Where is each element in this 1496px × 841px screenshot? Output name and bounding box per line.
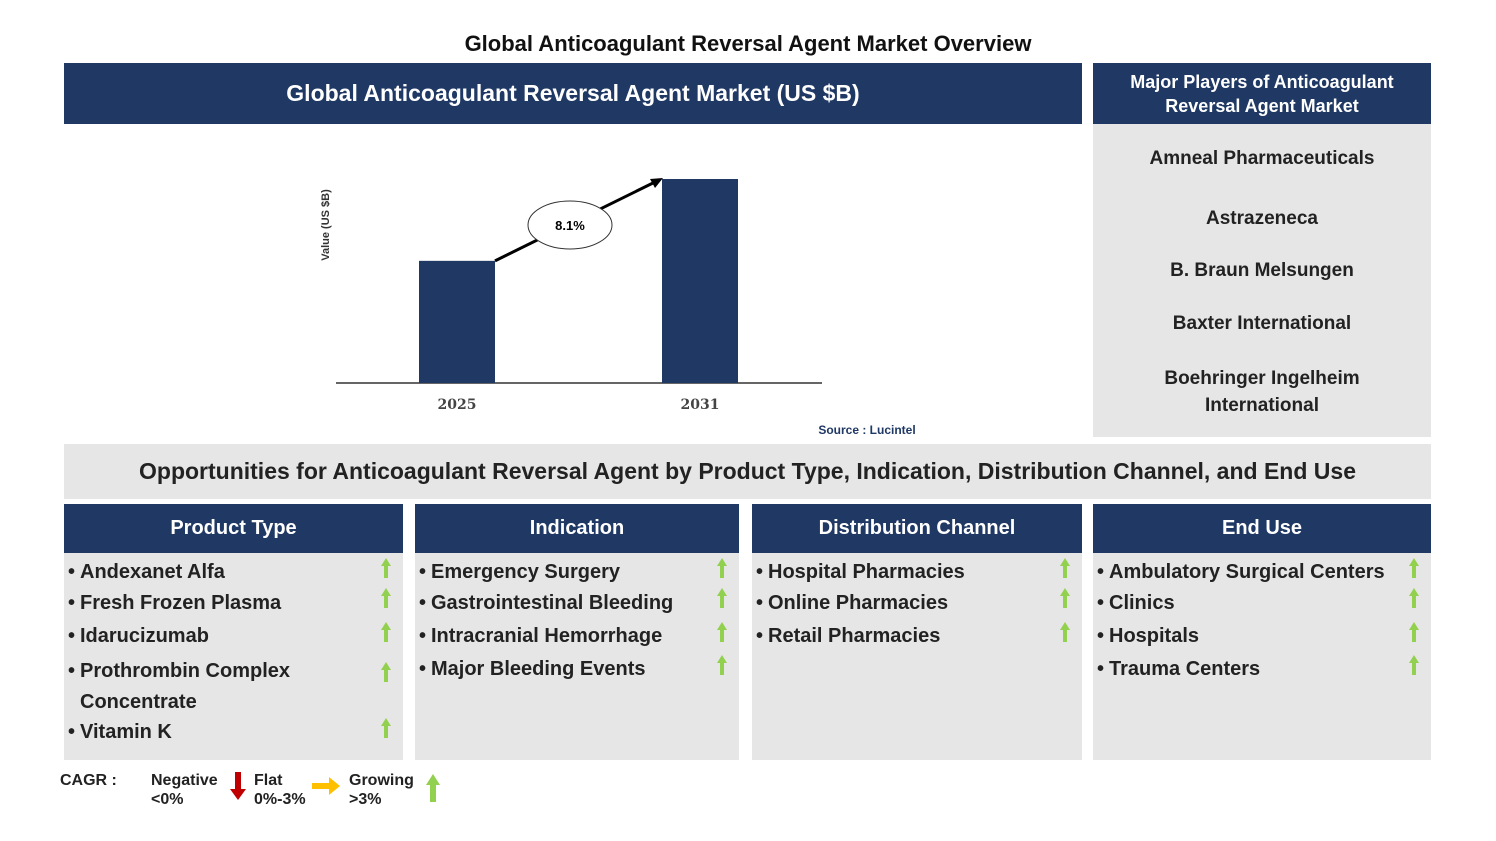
page-title: Global Anticoagulant Reversal Agent Mark… — [464, 31, 1032, 56]
arrow-up-green-icon — [717, 622, 727, 642]
arrow-up-green-icon — [426, 774, 440, 802]
bar-2025 — [419, 260, 495, 383]
column-header: Indication — [415, 504, 739, 553]
arrow-up-green-icon — [1409, 558, 1419, 578]
player-item: Astrazeneca — [1206, 208, 1318, 229]
arrow-up-green-icon — [381, 718, 391, 738]
legend-negative-label: Negative — [151, 772, 218, 789]
column-body: Ambulatory Surgical Centers Clinics Hospit… — [1093, 553, 1431, 760]
column-body: Hospital Pharmacies Online Pharmacies Reta… — [752, 553, 1082, 760]
list-item: Fresh Frozen Plasma — [64, 590, 373, 616]
column-header: Product Type — [64, 504, 403, 553]
arrow-up-green-icon — [717, 655, 727, 675]
arrow-up-green-icon — [1060, 558, 1070, 578]
list-item: Retail Pharmacies — [752, 623, 1052, 649]
arrow-up-green-icon — [381, 662, 391, 682]
cagr-label: 8.1% — [555, 218, 585, 233]
player-item: Baxter International — [1172, 313, 1352, 334]
legend-negative: Negative <0% — [151, 771, 218, 809]
y-axis-label: Value (US $B) — [320, 189, 332, 261]
source-label: Source : Lucintel — [818, 423, 915, 437]
player-item: B. Braun Melsungen — [1170, 260, 1354, 281]
player-item: Boehringer Ingelheim International — [1164, 368, 1360, 416]
legend-flat: Flat 0%-3% — [254, 771, 306, 809]
arrow-up-green-icon — [1409, 588, 1419, 608]
list-item: Clinics — [1093, 590, 1401, 616]
arrow-up-green-icon — [717, 558, 727, 578]
list-item: Online Pharmacies — [752, 590, 1052, 616]
list-item: Gastrointestinal Bleeding — [415, 590, 709, 616]
cagr-bubble — [527, 200, 613, 250]
list-item: Trauma Centers — [1093, 656, 1401, 682]
bar-chart: Value (US $B) 2025 2031 8.1% Source : Luci… — [320, 178, 916, 437]
list-item: Andexanet Alfa — [64, 559, 373, 585]
legend-flat-range: 0%-3% — [254, 791, 306, 808]
opportunities-header: Opportunities for Anticoagulant Reversal… — [64, 444, 1431, 499]
players-header: Major Players of Anticoagulant Reversal … — [1093, 63, 1431, 124]
list-item: Vitamin K — [64, 719, 373, 745]
player-item: Amneal Pharmaceuticals — [1149, 148, 1375, 169]
arrow-up-green-icon — [1409, 622, 1419, 642]
arrow-down-red-icon — [230, 772, 246, 800]
legend-label: CAGR : — [60, 772, 117, 789]
list-item: Intracranial Hemorrhage — [415, 623, 709, 649]
arrow-up-green-icon — [1060, 588, 1070, 608]
bar-2031 — [662, 179, 738, 383]
column-header: Distribution Channel — [752, 504, 1082, 553]
list-item: Prothrombin Complex Concentrate — [64, 656, 314, 718]
list-item: Major Bleeding Events — [415, 656, 709, 682]
players-list: Amneal Pharmaceuticals Astrazeneca B. Br… — [1093, 124, 1431, 437]
chart-header: Global Anticoagulant Reversal Agent Mark… — [64, 63, 1082, 124]
legend-growing-label: Growing — [349, 772, 414, 789]
list-item: Idarucizumab — [64, 623, 373, 649]
legend-growing-range: >3% — [349, 791, 382, 808]
arrow-up-green-icon — [381, 622, 391, 642]
arrow-up-green-icon — [381, 558, 391, 578]
x-tick-label: 2031 — [681, 397, 720, 413]
legend-growing: Growing >3% — [349, 771, 414, 809]
list-item: Ambulatory Surgical Centers — [1093, 559, 1401, 585]
list-item: Hospitals — [1093, 623, 1401, 649]
list-item: Emergency Surgery — [415, 559, 709, 585]
list-item: Hospital Pharmacies — [752, 559, 1052, 585]
arrow-up-green-icon — [1409, 655, 1419, 675]
legend-flat-label: Flat — [254, 772, 283, 789]
arrow-up-green-icon — [1060, 622, 1070, 642]
legend-negative-range: <0% — [151, 791, 184, 808]
column-body: Andexanet Alfa Fresh Frozen Plasma Idaruci… — [64, 553, 403, 760]
column-header: End Use — [1093, 504, 1431, 553]
arrow-right-yellow-icon — [312, 777, 340, 795]
arrow-up-green-icon — [717, 588, 727, 608]
x-tick-label: 2025 — [438, 397, 477, 413]
arrow-up-green-icon — [381, 588, 391, 608]
column-body: Emergency Surgery Gastrointestinal Bleedi… — [415, 553, 739, 760]
